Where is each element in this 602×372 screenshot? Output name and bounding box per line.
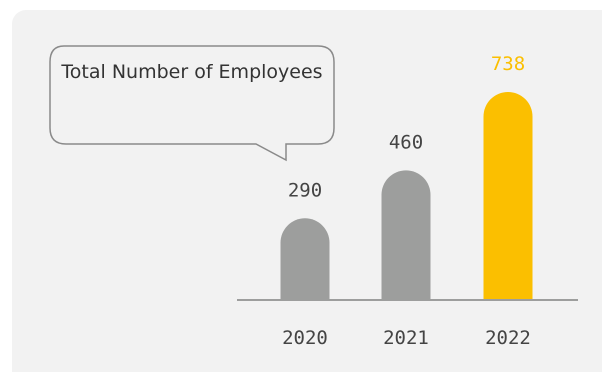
chart-title: Total Number of Employees xyxy=(61,61,323,83)
category-label-2022: 2022 xyxy=(485,327,531,349)
value-label-2021: 460 xyxy=(389,131,423,153)
value-label-2020: 290 xyxy=(288,179,322,201)
bar-2020 xyxy=(280,218,330,300)
value-label-2022: 738 xyxy=(491,53,525,75)
callout-bubble xyxy=(49,45,335,162)
bar-2022 xyxy=(483,92,533,300)
bar-2021 xyxy=(381,170,431,300)
category-label-2021: 2021 xyxy=(383,327,429,349)
bars-layer xyxy=(280,92,533,300)
category-label-2020: 2020 xyxy=(282,327,328,349)
labels-layer: 290 2020 460 2021 738 2022 xyxy=(282,53,531,349)
